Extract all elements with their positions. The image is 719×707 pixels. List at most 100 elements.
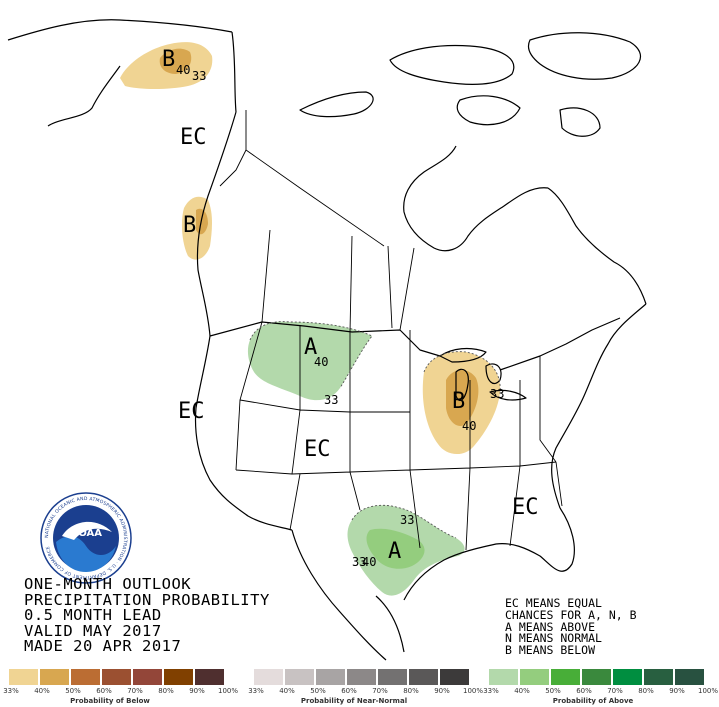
glakes-40-label: 40	[462, 419, 476, 433]
us-west-coast	[194, 335, 293, 531]
below-scale-title: Probability of Below	[70, 697, 150, 705]
title-line-3: 0.5 MONTH LEAD	[24, 606, 162, 624]
normal-scale-tick: 50%	[310, 687, 326, 695]
normal-scale-swatch-6	[440, 669, 471, 685]
pacnw-b-label: B	[183, 213, 196, 238]
below-color-scale	[9, 669, 226, 687]
normal-scale-swatch-5	[409, 669, 440, 685]
above-scale-ticks: 33% 40% 50% 60% 70% 80% 90% 100%	[483, 687, 719, 697]
legend-line-3: A MEANS ABOVE	[505, 619, 596, 634]
above-scale-tick: 100%	[697, 687, 719, 695]
alaska-40-label: 40	[176, 63, 190, 77]
above-scale-title: Probability of Above	[552, 697, 634, 705]
alaska-33-label: 33	[192, 69, 206, 83]
normal-scale-tick: 33%	[248, 687, 264, 695]
above-scale-tick: 60%	[576, 687, 592, 695]
below-scale-tick: 70%	[127, 687, 143, 695]
normal-scale-swatch-2	[316, 669, 347, 685]
legend-line-4: N MEANS NORMAL	[505, 631, 602, 646]
above-scale-swatch-0	[489, 669, 520, 685]
alaska-canada-border	[219, 110, 247, 187]
title-line-2: PRECIPITATION PROBABILITY	[24, 590, 270, 609]
title-line-1: ONE-MONTH OUTLOOK	[24, 575, 192, 593]
alaska-ec-label: EC	[180, 125, 207, 150]
legend-line-1: EC MEANS EQUAL	[505, 596, 602, 610]
below-scale-tick: 90%	[189, 687, 205, 695]
above-scale-tick: 50%	[545, 687, 561, 695]
outlook-title-block: ONE-MONTH OUTLOOK PRECIPITATION PROBABIL…	[24, 575, 270, 655]
below-scale-tick: 80%	[158, 687, 174, 695]
plains-33-label: 33	[324, 393, 338, 407]
normal-scale-swatch-4	[378, 669, 409, 685]
alaska-b-label: B	[162, 47, 175, 72]
texas-40-label: 40	[362, 555, 376, 569]
normal-scale-tick: 60%	[341, 687, 357, 695]
below-scale-swatch-1	[40, 669, 71, 685]
central-ec-label: EC	[304, 437, 331, 462]
alaska-coast	[7, 19, 237, 337]
texas-above-40-area	[366, 528, 425, 569]
texas-a-label: A	[388, 539, 401, 564]
below-scale-swatch-2	[71, 669, 102, 685]
title-line-5: MADE 20 APR 2017	[24, 637, 182, 655]
canada-province-lines	[245, 149, 415, 333]
pacnw-below-40-area	[196, 208, 208, 235]
arctic-islands	[299, 32, 642, 137]
gulf-coast	[403, 507, 575, 601]
below-scale-swatch-3	[102, 669, 133, 685]
plains-40-label: 40	[314, 355, 328, 369]
below-scale-swatch-6	[195, 669, 226, 685]
above-scale-swatch-4	[613, 669, 644, 685]
above-scale-swatch-6	[675, 669, 706, 685]
se-ec-label: EC	[512, 495, 539, 520]
below-scale-tick: 40%	[34, 687, 50, 695]
geography-lines	[7, 19, 647, 661]
normal-scale-tick: 70%	[372, 687, 388, 695]
legend-line-2: CHANCES FOR A, N, B	[505, 607, 637, 622]
noaa-logo-text: NOAA	[70, 528, 102, 539]
title-line-4: VALID MAY 2017	[24, 621, 162, 640]
canada-east-coast	[403, 145, 647, 305]
below-scale-swatch-5	[164, 669, 195, 685]
above-color-scale	[489, 669, 706, 687]
great-lakes	[439, 347, 527, 401]
normal-scale-tick: 100%	[462, 687, 484, 695]
below-scale-tick: 33%	[3, 687, 19, 695]
category-legend: EC MEANS EQUAL CHANCES FOR A, N, B A MEA…	[505, 596, 637, 658]
normal-scale-tick: 90%	[434, 687, 450, 695]
above-scale-tick: 70%	[607, 687, 623, 695]
normal-scale-swatch-0	[254, 669, 285, 685]
plains-a-label: A	[304, 335, 317, 360]
below-scale-tick: 60%	[96, 687, 112, 695]
below-scale-swatch-0	[9, 669, 40, 685]
above-scale-swatch-1	[520, 669, 551, 685]
below-scale-ticks: 33% 40% 50% 60% 70% 80% 90% 100%	[3, 687, 240, 697]
near-normal-scale-ticks: 33% 40% 50% 60% 70% 80% 90% 100%	[248, 687, 485, 697]
us-east-coast	[551, 303, 647, 509]
glakes-b-label: B	[452, 389, 465, 414]
above-scale-swatch-2	[551, 669, 582, 685]
near-normal-color-scale	[254, 669, 471, 687]
above-scale-swatch-5	[644, 669, 675, 685]
plains-above-33-area	[247, 321, 372, 401]
texas-33b-label: 33	[352, 555, 366, 569]
normal-scale-tick: 80%	[403, 687, 419, 695]
normal-scale-swatch-1	[285, 669, 316, 685]
us-state-lines	[235, 321, 563, 551]
above-scale-tick: 33%	[483, 687, 499, 695]
anomaly-shading	[120, 42, 501, 596]
below-scale-swatch-4	[133, 669, 164, 685]
legend-line-5: B MEANS BELOW	[505, 643, 596, 658]
texas-33-contour	[351, 504, 457, 539]
texas-33a-label: 33	[400, 513, 414, 527]
below-scale-tick: 50%	[65, 687, 81, 695]
contours	[249, 321, 501, 539]
glakes-33-label: 33	[490, 387, 504, 401]
west-ec-label: EC	[178, 399, 205, 424]
above-scale-tick: 40%	[514, 687, 530, 695]
below-scale-tick: 100%	[217, 687, 239, 695]
above-scale-tick: 80%	[638, 687, 654, 695]
above-scale-tick: 90%	[669, 687, 685, 695]
map-labels: B 40 33 EC B A 40 33 EC EC B 33 40 EC 33…	[162, 47, 539, 569]
